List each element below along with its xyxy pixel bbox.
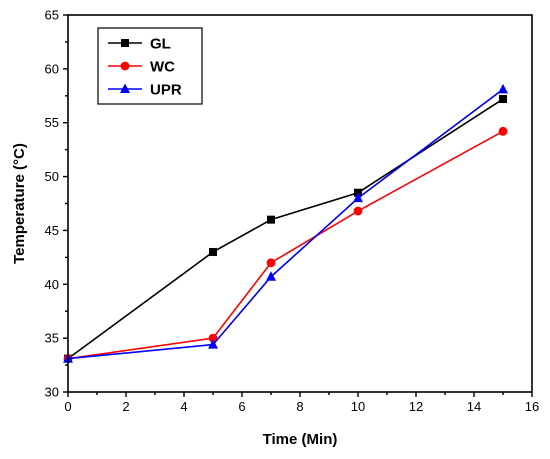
data-point-wc bbox=[266, 258, 276, 268]
x-tick-label: 12 bbox=[409, 399, 423, 414]
x-tick-label: 10 bbox=[351, 399, 365, 414]
x-tick-label: 6 bbox=[238, 399, 245, 414]
data-point-wc bbox=[498, 126, 508, 136]
legend: GL WC UPR bbox=[97, 27, 203, 105]
x-tick-label: 2 bbox=[122, 399, 129, 414]
y-tick-label: 45 bbox=[45, 223, 59, 238]
data-point-gl bbox=[267, 215, 275, 224]
x-axis-title: Time (Min) bbox=[263, 431, 338, 448]
y-tick-label: 55 bbox=[45, 115, 59, 130]
data-point-upr bbox=[353, 192, 363, 203]
data-point-wc bbox=[208, 333, 218, 343]
x-tick-label: 8 bbox=[296, 399, 303, 414]
data-point-wc bbox=[353, 206, 363, 216]
y-tick-label: 30 bbox=[45, 385, 59, 400]
x-tick-label: 0 bbox=[64, 399, 71, 414]
axes: 0 2 4 6 8 10 12 14 16 30 35 40 45 50 55 60 65 bbox=[45, 8, 540, 415]
data-point-upr bbox=[208, 339, 218, 349]
legend-label-gl: GL bbox=[150, 36, 171, 53]
series-line-wc bbox=[67, 130, 504, 360]
data-point-upr bbox=[266, 271, 276, 281]
legend-marker-gl bbox=[121, 39, 129, 47]
legend-label-wc: WC bbox=[150, 59, 175, 76]
legend-label-upr: UPR bbox=[150, 82, 182, 99]
series-line-upr bbox=[67, 88, 504, 360]
legend-marker-upr bbox=[120, 83, 130, 93]
y-axis-title: Temperature (°C) bbox=[11, 143, 28, 264]
y-tick-label: 50 bbox=[45, 169, 59, 184]
x-tick-label: 14 bbox=[467, 399, 481, 414]
y-tick-label: 35 bbox=[45, 331, 59, 346]
y-tick-label: 40 bbox=[45, 277, 59, 292]
x-tick-label: 16 bbox=[525, 399, 539, 414]
data-point-gl bbox=[499, 95, 507, 104]
plot-area bbox=[63, 83, 508, 364]
y-tick-label: 65 bbox=[45, 8, 59, 23]
data-point-gl bbox=[209, 247, 217, 256]
x-tick-label: 4 bbox=[180, 399, 187, 414]
data-point-upr bbox=[498, 83, 508, 94]
legend-marker-wc bbox=[120, 61, 130, 71]
y-tick-label: 60 bbox=[45, 61, 59, 76]
